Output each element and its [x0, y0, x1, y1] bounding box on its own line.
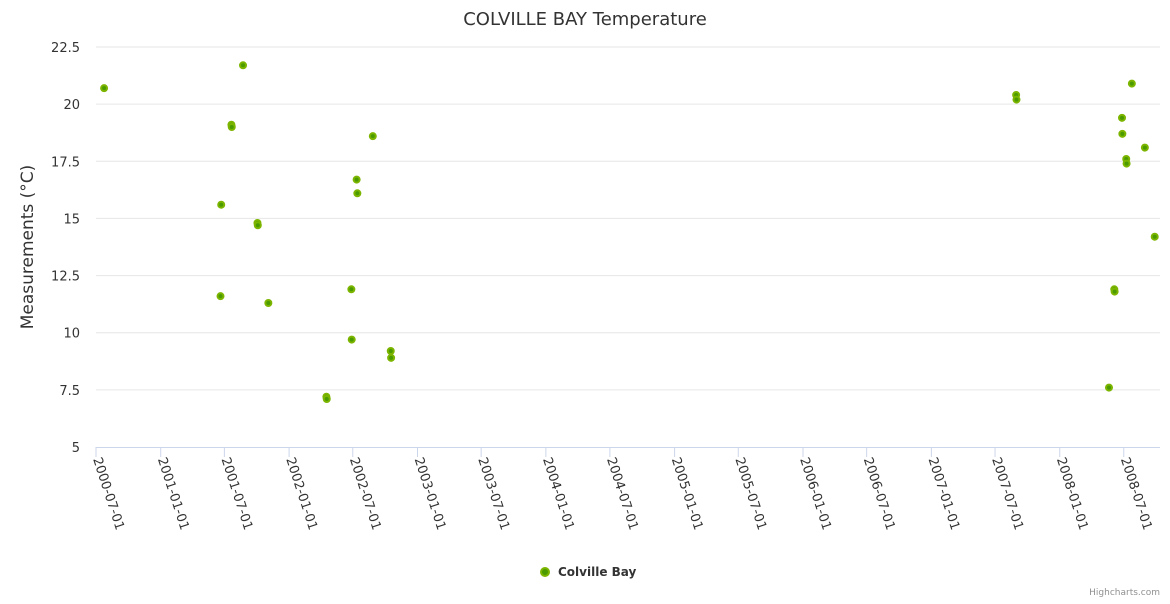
- x-tick-label: 2002-01-01: [282, 456, 320, 532]
- x-tick-label: 2008-07-01: [1117, 456, 1155, 532]
- data-point: [100, 84, 109, 93]
- x-tick-label: 2006-01-01: [796, 456, 834, 532]
- data-point: [347, 335, 356, 344]
- legend-marker: [540, 567, 550, 577]
- x-tick-label: 2007-01-01: [925, 456, 963, 532]
- data-point: [347, 285, 356, 294]
- y-tick-label: 20: [63, 98, 80, 113]
- x-tick-label: 2004-01-01: [539, 456, 577, 532]
- x-tick-label: 2005-07-01: [731, 456, 769, 532]
- data-point: [322, 395, 331, 403]
- data-point: [353, 189, 362, 198]
- data-point: [1118, 129, 1127, 138]
- legend-item-colville-bay[interactable]: Colville Bay: [540, 565, 637, 579]
- y-tick-label: 17.5: [51, 155, 80, 170]
- data-point: [368, 132, 377, 141]
- data-point: [1012, 95, 1021, 104]
- credits-link[interactable]: Highcharts.com: [1089, 588, 1160, 598]
- y-tick-label: 12.5: [51, 270, 80, 285]
- x-tick-label: 2006-07-01: [860, 456, 898, 532]
- data-point: [1140, 143, 1149, 152]
- data-point: [1150, 232, 1159, 241]
- x-tick-label: 2008-01-01: [1053, 456, 1091, 532]
- y-axis-label: Measurements (°C): [18, 165, 38, 330]
- data-point: [227, 123, 236, 131]
- x-tick-label: 2000-07-01: [89, 456, 127, 532]
- x-tick-label: 2001-01-01: [154, 456, 192, 532]
- x-tick-label: 2005-01-01: [668, 456, 706, 532]
- x-tick-label: 2002-07-01: [346, 456, 384, 532]
- y-tick-label: 7.5: [59, 384, 80, 399]
- x-tick-label: 2001-07-01: [218, 456, 256, 532]
- y-tick-label: 15: [63, 212, 80, 227]
- data-point: [1127, 79, 1136, 88]
- chart-title: COLVILLE BAY Temperature: [463, 9, 707, 30]
- data-point: [216, 292, 225, 301]
- data-point: [1110, 287, 1119, 296]
- y-tick-label: 22.5: [51, 41, 80, 56]
- data-point: [387, 353, 396, 362]
- x-tick-label: 2007-07-01: [988, 456, 1026, 532]
- data-point: [386, 347, 395, 355]
- data-point: [352, 175, 361, 184]
- x-tick-label: 2003-07-01: [474, 456, 512, 532]
- data-point: [1122, 159, 1131, 168]
- data-point: [264, 299, 273, 307]
- data-point: [239, 61, 248, 70]
- data-point: [253, 221, 262, 230]
- data-point: [1118, 113, 1127, 122]
- data-point: [1104, 383, 1113, 392]
- data-point: [217, 200, 226, 209]
- x-tick-label: 2004-07-01: [603, 456, 641, 532]
- legend-label: Colville Bay: [558, 565, 637, 579]
- y-tick-label: 10: [63, 327, 80, 342]
- y-tick-label: 5: [72, 441, 80, 456]
- x-tick-label: 2003-01-01: [411, 456, 449, 532]
